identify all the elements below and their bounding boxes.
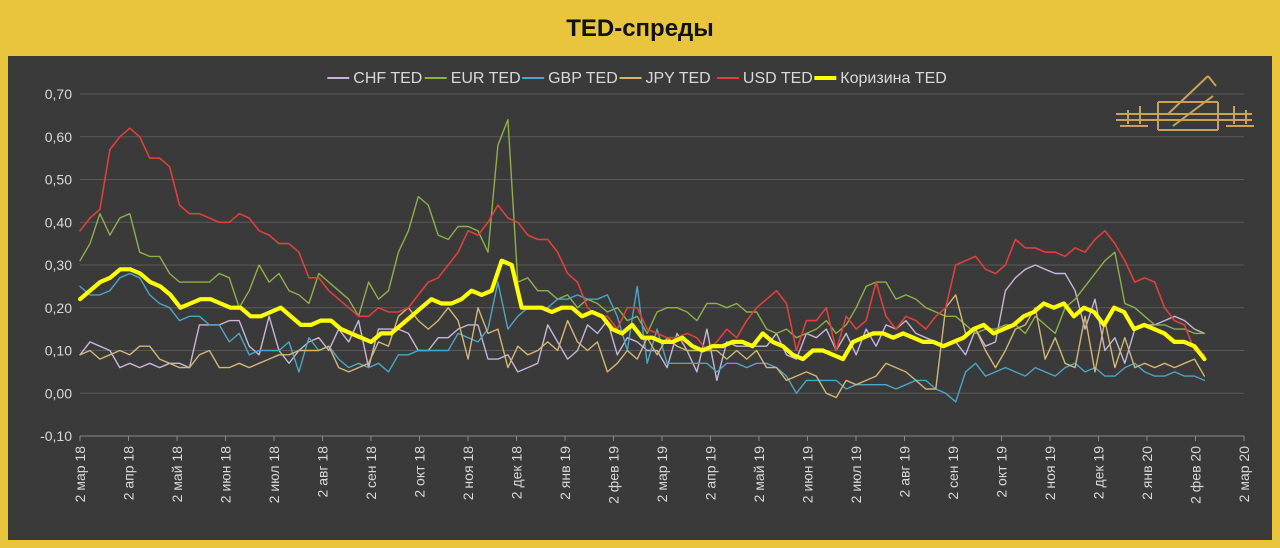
- x-tick-label: 2 дек 18: [509, 446, 525, 499]
- x-tick-label: 2 июл 18: [266, 446, 282, 504]
- legend-entry: EUR TED: [451, 70, 521, 87]
- x-tick-label: 2 апр 18: [121, 446, 137, 501]
- x-tick-label: 2 июн 19: [800, 446, 816, 503]
- x-tick-label: 2 сен 19: [945, 446, 961, 500]
- x-tick-label: 2 май 18: [169, 446, 185, 503]
- castle-ornament-logo-icon: [1116, 75, 1254, 131]
- x-tick-label: 2 авг 19: [897, 446, 913, 498]
- series-line-1: [79, 118, 1206, 339]
- y-tick-label: 0,10: [45, 343, 72, 359]
- x-tick-label: 2 ноя 18: [460, 446, 476, 500]
- x-tick-label: 2 янв 20: [1139, 446, 1155, 500]
- legend-entry: GBP TED: [548, 70, 618, 87]
- y-tick-label: 0,40: [45, 214, 72, 230]
- x-tick-label: 2 дек 19: [1091, 446, 1107, 499]
- x-tick-label: 2 фев 20: [1188, 446, 1204, 504]
- y-tick-label: 0,50: [45, 172, 72, 188]
- x-tick-label: 2 авг 18: [315, 446, 331, 498]
- x-tick-label: 2 мар 19: [654, 446, 670, 503]
- series-line-2: [79, 272, 1206, 403]
- plot-area: -0,10 0,00 0,10 0,20 0,30 0,40 0,50 0,60 0,70 2 м…: [8, 56, 1272, 540]
- x-tick-label: 2 сен 18: [363, 446, 379, 500]
- x-tick-label: 2 фев 19: [606, 446, 622, 504]
- y-tick-label: 0,70: [45, 86, 72, 102]
- series-line-4: [79, 127, 1206, 356]
- x-tick-label: 2 мар 20: [1236, 446, 1252, 503]
- y-tick-label: 0,30: [45, 257, 72, 273]
- y-tick-label: 0,00: [45, 385, 72, 401]
- x-tick-label: 2 июл 19: [848, 446, 864, 504]
- ted-spread-chart: -0,10 0,00 0,10 0,20 0,30 0,40 0,50 0,60 0,70 2 м…: [40, 70, 1254, 504]
- series-line-3: [79, 294, 1206, 399]
- y-tick-label: 0,20: [45, 300, 72, 316]
- x-tick-label: 2 янв 19: [557, 446, 573, 500]
- x-tick-label: 2 июн 18: [218, 446, 234, 503]
- x-tick-label: 2 апр 19: [703, 446, 719, 501]
- series-line-0: [79, 264, 1206, 382]
- legend-entry: USD TED: [743, 70, 813, 87]
- x-tick-label: 2 ноя 19: [1042, 446, 1058, 500]
- y-tick-label: -0,10: [40, 428, 72, 444]
- legend-entry: Коризина TED: [840, 70, 947, 87]
- legend-entry: CHF TED: [353, 70, 422, 87]
- x-tick-label: 2 окт 18: [412, 446, 428, 498]
- legend-entry: JPY TED: [646, 70, 711, 87]
- y-tick-label: 0,60: [45, 129, 72, 145]
- series-line-5: [77, 258, 1207, 362]
- x-tick-label: 2 мар 18: [72, 446, 88, 503]
- chart-title: TED-спреды: [566, 15, 714, 42]
- x-tick-label: 2 окт 19: [994, 446, 1010, 498]
- x-tick-label: 2 май 19: [751, 446, 767, 503]
